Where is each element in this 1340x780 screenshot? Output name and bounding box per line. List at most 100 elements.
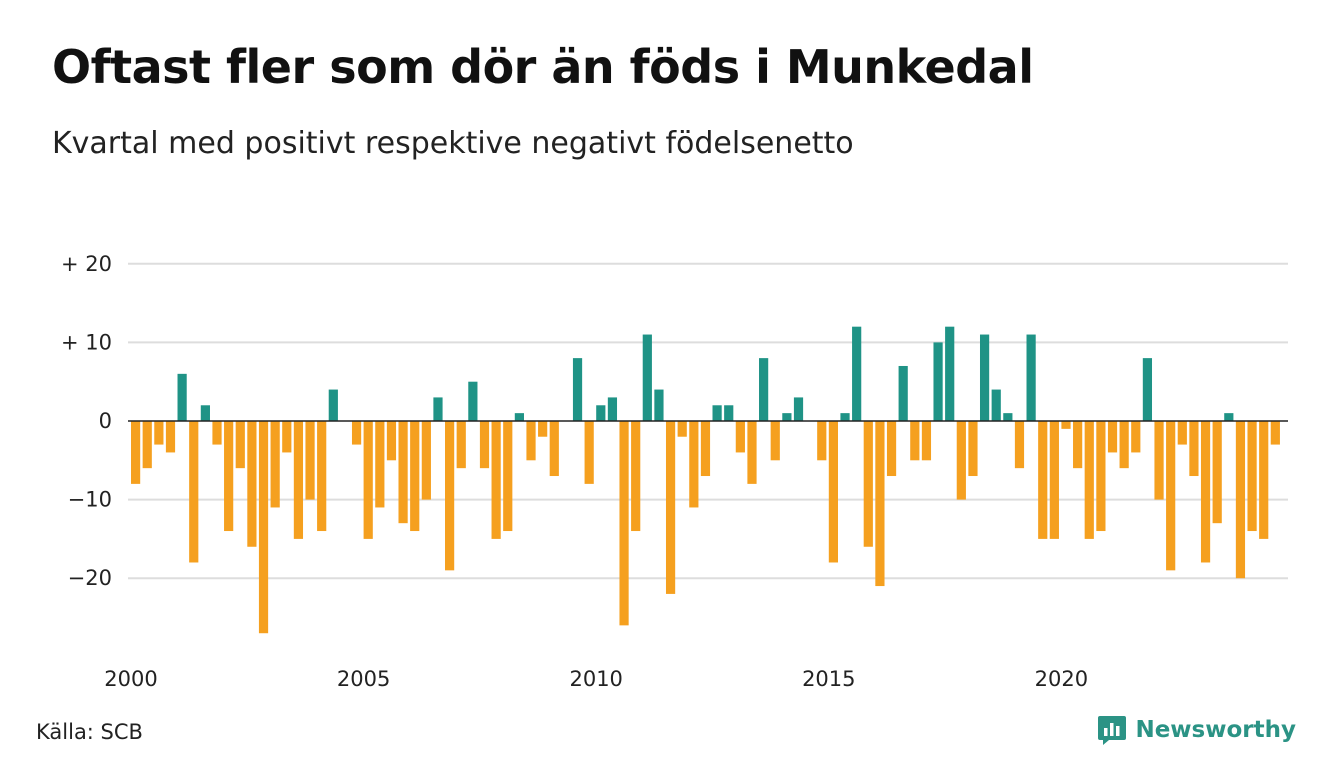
bar-negative <box>665 421 676 594</box>
bar-negative <box>479 421 490 469</box>
grid-lines <box>128 262 1288 580</box>
bar-negative <box>956 421 966 500</box>
bar-negative <box>131 421 141 484</box>
bar-negative <box>1235 421 1246 579</box>
y-tick-label: 0 <box>99 409 112 433</box>
bar-negative <box>1049 421 1059 539</box>
bar-positive <box>596 405 606 421</box>
bar-negative <box>1247 421 1257 532</box>
bar-negative <box>1189 421 1199 477</box>
x-tick-label: 2000 <box>104 667 157 691</box>
bar-positive <box>572 358 583 421</box>
bar-negative <box>549 421 559 477</box>
bar-negative <box>863 421 873 547</box>
y-tick-label: + 20 <box>61 252 112 276</box>
bar-positive <box>933 342 943 421</box>
bar-negative <box>165 421 176 453</box>
bar-negative <box>317 421 327 532</box>
bar-negative <box>1154 421 1164 500</box>
bar-negative <box>398 421 408 524</box>
bar-negative <box>921 421 932 461</box>
bar-positive <box>433 397 443 421</box>
bar-negative <box>270 421 280 508</box>
bar-negative <box>503 421 513 532</box>
bar-negative <box>189 421 199 563</box>
bar-negative <box>212 421 222 445</box>
bar-positive <box>468 381 478 421</box>
bar-negative <box>282 421 292 453</box>
bar-positive <box>514 413 524 421</box>
x-tick-label: 2020 <box>1035 667 1088 691</box>
bar-negative <box>1084 421 1094 539</box>
bar-negative <box>224 421 234 532</box>
bar-negative <box>154 421 164 445</box>
bar-negative <box>351 421 362 445</box>
bar-negative <box>619 421 629 626</box>
bar-negative <box>584 421 594 484</box>
bar-negative <box>1119 421 1129 469</box>
bar-negative <box>1177 421 1187 445</box>
newsworthy-logo-icon <box>1098 716 1127 745</box>
bar-negative <box>747 421 757 484</box>
y-tick-label: −20 <box>68 566 112 590</box>
bar-negative <box>491 421 501 539</box>
bar-positive <box>1142 358 1153 421</box>
bar-negative <box>735 421 745 453</box>
bar-negative <box>445 421 455 571</box>
bar-negative <box>258 421 269 634</box>
bar-positive <box>759 358 769 421</box>
bar-negative <box>828 421 838 563</box>
bar-negative <box>456 421 466 469</box>
bar-series <box>131 326 1280 634</box>
bar-negative <box>875 421 885 587</box>
x-axis-tick-labels: 2000 2005 2010 2015 2020 <box>104 667 1088 691</box>
bar-negative <box>1073 421 1083 469</box>
bar-positive <box>200 405 210 421</box>
bar-positive <box>328 389 338 421</box>
bar-negative <box>1200 421 1211 563</box>
bar-negative <box>1270 421 1280 445</box>
bar-positive <box>1003 413 1013 421</box>
brand-name: Newsworthy <box>1135 717 1296 743</box>
bar-negative <box>1107 421 1118 453</box>
bar-positive <box>782 413 792 421</box>
bar-negative <box>1212 421 1222 524</box>
chart-title: Oftast fler som dör än föds i Munkedal <box>52 40 1034 94</box>
bar-positive <box>852 326 862 421</box>
bar-positive <box>724 405 734 421</box>
bar-negative <box>375 421 385 508</box>
bar-positive <box>654 389 664 421</box>
bar-negative <box>1259 421 1269 539</box>
x-tick-label: 2005 <box>337 667 390 691</box>
bar-positive <box>607 397 618 421</box>
y-tick-label: −10 <box>68 488 112 512</box>
bar-negative <box>1014 421 1025 469</box>
bar-negative <box>305 421 315 500</box>
bar-negative <box>689 421 699 508</box>
bar-negative <box>293 421 304 539</box>
bar-negative <box>363 421 373 539</box>
bar-negative <box>1166 421 1176 571</box>
bar-negative <box>700 421 711 477</box>
bar-negative <box>247 421 257 547</box>
y-tick-label: + 10 <box>61 330 112 354</box>
bar-negative <box>677 421 687 437</box>
bar-positive <box>945 326 955 421</box>
bar-negative <box>421 421 431 500</box>
bar-negative <box>235 421 245 469</box>
bar-negative <box>526 421 536 461</box>
bar-negative <box>910 421 920 461</box>
bar-positive <box>840 413 850 421</box>
bar-negative <box>410 421 420 532</box>
bar-negative <box>631 421 641 532</box>
bar-negative <box>770 421 780 461</box>
bar-positive <box>642 334 652 421</box>
bar-positive <box>979 334 990 421</box>
bar-negative <box>817 421 827 461</box>
brand-logo: Newsworthy <box>1097 714 1296 746</box>
bar-positive <box>1026 334 1036 421</box>
bar-negative <box>538 421 548 437</box>
bar-positive <box>991 389 1001 421</box>
bar-negative <box>1131 421 1141 453</box>
